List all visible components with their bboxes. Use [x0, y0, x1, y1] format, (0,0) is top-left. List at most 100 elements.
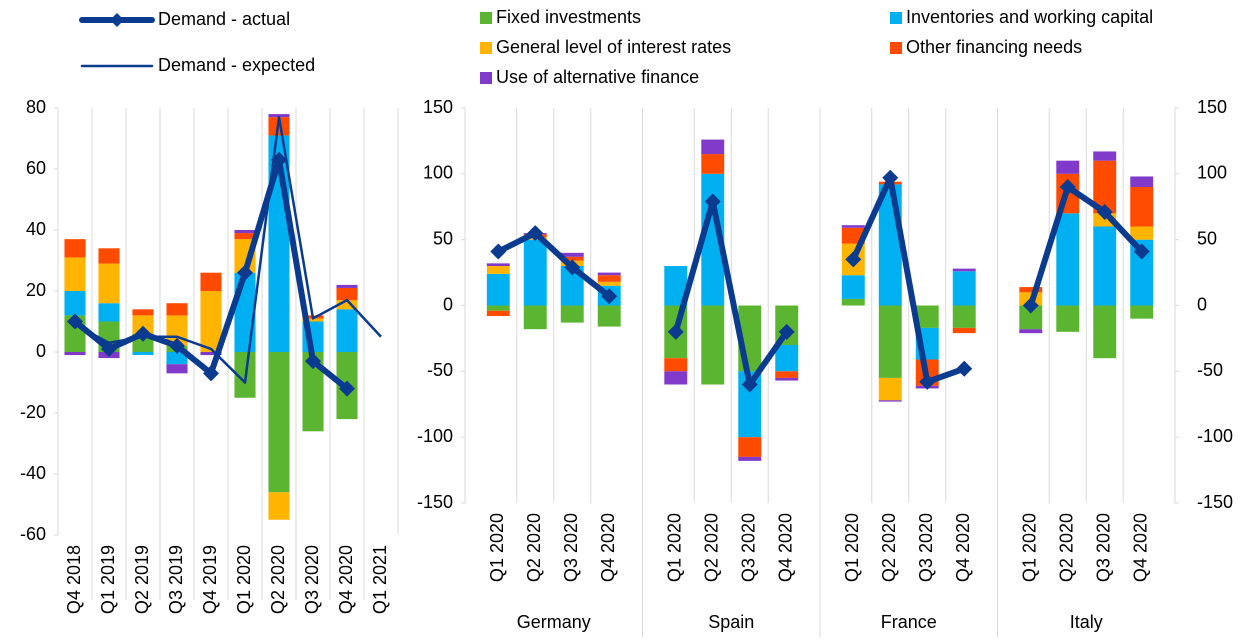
bar: [738, 456, 762, 461]
bar: [64, 239, 86, 258]
x-tick-label: Q2 2020: [524, 513, 544, 582]
y-tick-label: 0: [36, 341, 46, 361]
x-tick-label: Q4 2019: [200, 545, 220, 614]
bar: [486, 305, 510, 311]
bar: [701, 173, 725, 306]
bar: [560, 305, 584, 323]
bar: [597, 275, 621, 282]
y2-tick-label: 100: [1197, 163, 1227, 183]
line: [672, 198, 790, 388]
bar: [523, 305, 547, 330]
bar: [738, 437, 762, 457]
bar: [878, 377, 902, 401]
y2-tick-label: 150: [1197, 97, 1227, 117]
marker: [1096, 204, 1113, 221]
group-label: Germany: [517, 612, 591, 632]
marker: [741, 376, 758, 393]
y-tick-label: 150: [423, 97, 453, 117]
marker: [919, 373, 936, 390]
bar: [132, 309, 154, 316]
legend-label: Fixed investments: [496, 7, 641, 27]
bar: [560, 266, 584, 306]
y-tick-label: -40: [20, 463, 46, 483]
x-tick-label: Q3 2020: [916, 513, 936, 582]
bar: [597, 281, 621, 286]
x-tick-label: Q1 2020: [487, 513, 507, 582]
marker: [101, 340, 117, 357]
y-tick-label: 80: [26, 97, 46, 117]
bar: [775, 345, 799, 372]
bar: [234, 272, 256, 352]
bar: [486, 310, 510, 317]
x-tick-label: Q3 2020: [561, 513, 581, 582]
bar: [664, 358, 688, 372]
bar: [952, 268, 976, 272]
bar: [64, 352, 86, 356]
bar: [738, 371, 762, 438]
bar: [1093, 160, 1117, 214]
marker: [305, 353, 321, 370]
marker: [778, 323, 795, 340]
bar: [234, 230, 256, 234]
marker: [564, 259, 581, 276]
marker: [339, 380, 355, 397]
line: [496, 230, 612, 299]
y-tick-label: -20: [20, 402, 46, 422]
bar: [841, 275, 865, 299]
legend-label: Other financing needs: [906, 37, 1082, 57]
marker: [527, 225, 544, 242]
marker: [601, 288, 618, 305]
bar: [1130, 239, 1154, 306]
x-tick-label: Q1 2021: [370, 545, 390, 614]
x-tick-label: Q4 2020: [775, 513, 795, 582]
bar: [336, 284, 358, 288]
legend-swatch: [890, 42, 902, 54]
marker: [845, 251, 862, 268]
x-tick-label: Q1 2020: [665, 513, 685, 582]
bar: [1019, 329, 1043, 334]
x-tick-label: Q1 2020: [234, 545, 254, 614]
bar: [915, 305, 939, 328]
bar: [1093, 226, 1117, 306]
legend-label: Use of alternative finance: [496, 67, 699, 87]
group-label: France: [881, 612, 937, 632]
bar: [1056, 213, 1080, 306]
bar: [98, 303, 120, 322]
legend-label: General level of interest rates: [496, 37, 731, 57]
legend-label: Inventories and working capital: [906, 7, 1153, 27]
marker: [490, 243, 507, 260]
bar: [878, 400, 902, 402]
bar: [1093, 151, 1117, 161]
bar: [1056, 305, 1080, 332]
x-tick-label: Q2 2020: [702, 513, 722, 582]
x-tick-label: Q3 2020: [738, 513, 758, 582]
x-tick-label: Q3 2019: [166, 545, 186, 614]
y2-tick-label: -50: [1197, 360, 1223, 380]
bar: [1019, 305, 1043, 330]
y-tick-label: -150: [417, 492, 453, 512]
y-tick-label: -50: [427, 360, 453, 380]
bar: [1093, 305, 1117, 359]
y2-tick-label: 0: [1197, 294, 1207, 314]
y2-tick-label: 50: [1197, 228, 1217, 248]
bar: [98, 263, 120, 304]
bar: [597, 272, 621, 276]
x-tick-label: Q1 2020: [842, 513, 862, 582]
marker: [237, 264, 253, 281]
bar: [1130, 187, 1154, 227]
bar: [268, 352, 290, 493]
bar: [952, 271, 976, 306]
legend-swatch: [480, 42, 492, 54]
bar: [336, 287, 358, 301]
bar: [200, 352, 222, 356]
bar: [486, 273, 510, 306]
bar: [166, 352, 188, 365]
bar: [166, 303, 188, 316]
x-tick-label: Q2 2020: [879, 513, 899, 582]
y-tick-label: 50: [433, 228, 453, 248]
bar: [952, 305, 976, 328]
x-tick-label: Q1 2020: [1020, 513, 1040, 582]
marker: [169, 337, 185, 354]
marker: [704, 193, 721, 210]
legend-marker: [110, 13, 124, 27]
